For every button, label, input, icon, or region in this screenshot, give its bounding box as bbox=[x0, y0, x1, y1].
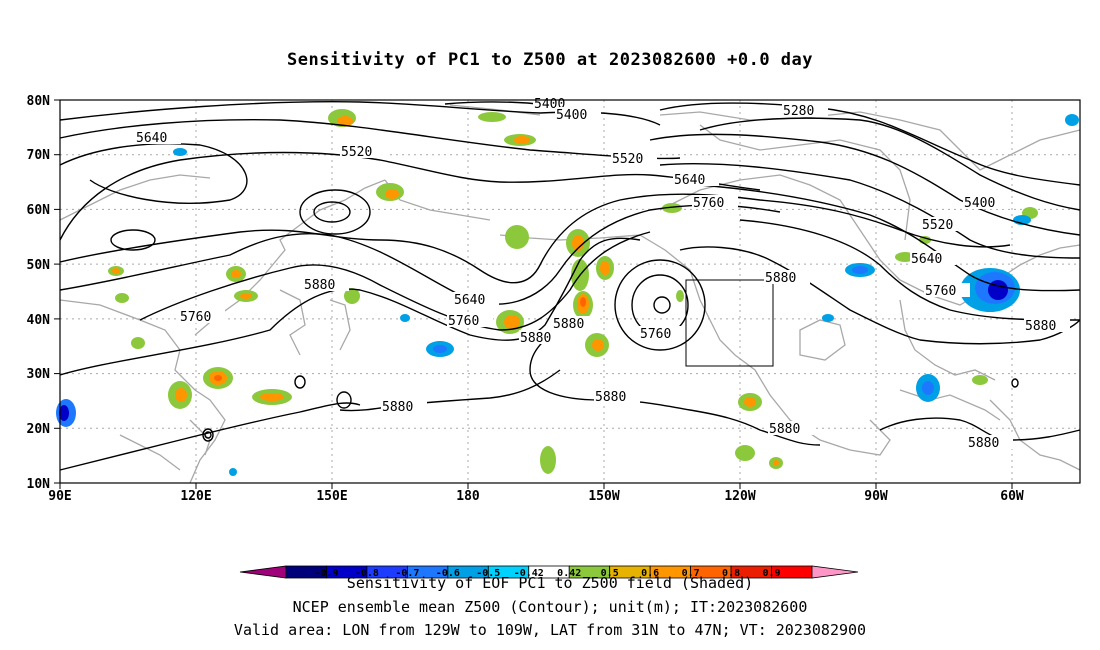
z500-contours bbox=[59, 101, 1081, 471]
contour-label: 5640 bbox=[454, 293, 485, 308]
colorbar-label: -0.6 bbox=[436, 568, 460, 579]
contour-label: 5280 bbox=[783, 104, 814, 119]
contour-label: 5760 bbox=[640, 327, 671, 342]
contour-label: 5880 bbox=[595, 390, 626, 405]
contour-label: 5880 bbox=[553, 317, 584, 332]
contour-label: 5400 bbox=[964, 196, 995, 211]
contour-label: 5880 bbox=[520, 331, 551, 346]
lon-label: 120W bbox=[724, 489, 755, 504]
lon-label: 90E bbox=[48, 489, 71, 504]
contour-label: 5880 bbox=[765, 271, 796, 286]
contour-label: 5760 bbox=[693, 196, 724, 211]
contour-label: 5760 bbox=[448, 314, 479, 329]
lon-label: 150W bbox=[588, 489, 619, 504]
lat-label: 10N bbox=[27, 477, 51, 492]
contour-label: 5880 bbox=[968, 436, 999, 451]
colorbar-label: -0.9 bbox=[314, 568, 338, 579]
lat-label: 70N bbox=[27, 148, 51, 163]
contour-label: 5520 bbox=[922, 218, 953, 233]
lat-label: 60N bbox=[27, 203, 51, 218]
contour-label: 5640 bbox=[136, 131, 167, 146]
colorbar-label: -0.5 bbox=[476, 568, 500, 579]
colorbar-label: 0.42 bbox=[557, 568, 581, 579]
contour-label: 5520 bbox=[341, 145, 372, 160]
colorbar-label: 0.6 bbox=[641, 568, 659, 579]
colorbar-label: -0.42 bbox=[514, 568, 544, 579]
colorbar-label: -0.8 bbox=[355, 568, 379, 579]
colorbar: -0.9 -0.8 -0.7 -0.6 -0.5 -0.42 0.42 0.5 0.6 0.7 0.… bbox=[239, 565, 859, 579]
caption-shaded: Sensitivity of EOF PC1 to Z500 field (Sh… bbox=[346, 574, 754, 592]
contour-label: 5880 bbox=[769, 422, 800, 437]
grid-lines bbox=[60, 100, 1080, 483]
contour-label: 5520 bbox=[612, 152, 643, 167]
colorbar-label: 0.9 bbox=[763, 568, 781, 579]
colorbar-label: 0.5 bbox=[601, 568, 619, 579]
longitude-labels: 90E 120E 150E 180 150W 120W 90W 60W bbox=[48, 489, 1024, 504]
contour-label: 5640 bbox=[911, 252, 942, 267]
lat-label: 80N bbox=[27, 94, 51, 109]
contour-label: 5400 bbox=[556, 108, 587, 123]
tick-marks bbox=[54, 99, 1013, 489]
contour-labels: 5400 5400 5280 5640 5520 5520 5640 5760 … bbox=[135, 96, 1070, 451]
lon-label: 180 bbox=[456, 489, 480, 504]
colorbar-label: 0.8 bbox=[722, 568, 740, 579]
contour-label: 5760 bbox=[180, 310, 211, 325]
colorbar-high-triangle bbox=[811, 565, 859, 579]
map-title: Sensitivity of PC1 to Z500 at 2023082600… bbox=[286, 50, 813, 70]
contour-label: 5880 bbox=[382, 400, 413, 415]
lon-label: 120E bbox=[180, 489, 211, 504]
contour-label: 5760 bbox=[925, 284, 956, 299]
lon-label: 150E bbox=[316, 489, 347, 504]
lat-label: 20N bbox=[27, 422, 51, 437]
map-frame bbox=[59, 99, 1081, 484]
lat-label: 40N bbox=[27, 313, 51, 328]
colorbar-label: 0.7 bbox=[682, 568, 700, 579]
lat-label: 50N bbox=[27, 258, 51, 273]
caption-contour: NCEP ensemble mean Z500 (Contour); unit(… bbox=[292, 598, 808, 616]
contour-label: 5640 bbox=[674, 173, 705, 188]
caption-valid-area: Valid area: LON from 129W to 109W, LAT f… bbox=[233, 621, 867, 639]
colorbar-label: -0.7 bbox=[395, 568, 419, 579]
lon-label: 60W bbox=[1000, 489, 1024, 504]
valid-area-box bbox=[685, 279, 774, 367]
contour-label: 5880 bbox=[1025, 319, 1056, 334]
lat-label: 30N bbox=[27, 367, 51, 382]
lon-label: 90W bbox=[864, 489, 888, 504]
latitude-labels: 80N 70N 60N 50N 40N 30N 20N 10N bbox=[27, 94, 51, 492]
contour-label: 5880 bbox=[304, 278, 335, 293]
